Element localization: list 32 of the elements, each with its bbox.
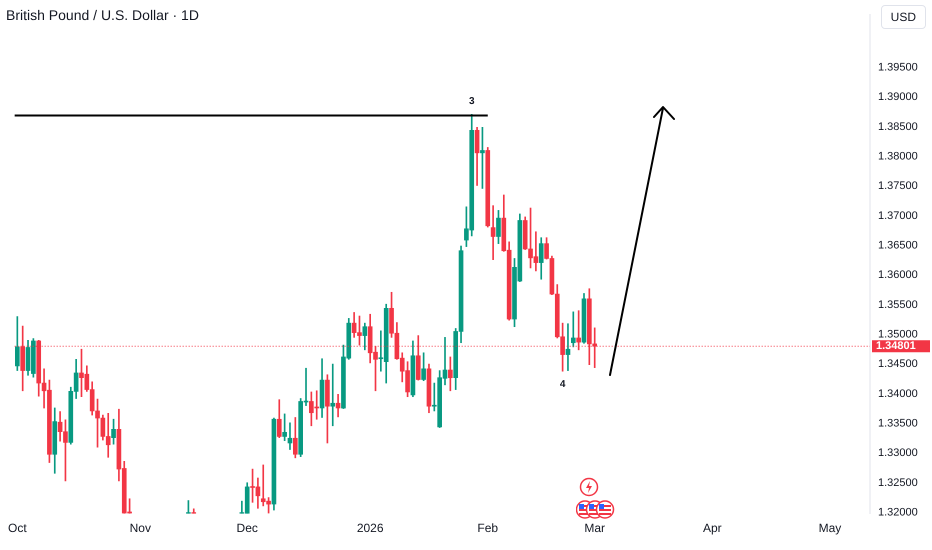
y-tick-label: 1.33000 [878, 447, 918, 460]
x-tick-label: Dec [236, 521, 258, 536]
y-tick-label: 1.34500 [878, 358, 918, 370]
chart-title: British Pound / U.S. Dollar · 1D [6, 7, 199, 23]
y-tick-label: 1.35000 [878, 328, 918, 340]
y-tick-label: 1.38500 [878, 120, 918, 133]
y-tick-label: 1.36000 [878, 269, 918, 282]
y-tick-label: 1.33500 [878, 417, 918, 430]
candlestick [566, 323, 570, 371]
x-tick-label: Oct [8, 521, 28, 536]
y-tick-label: 1.35500 [878, 298, 918, 311]
text: USD [880, 5, 926, 29]
y-tick-label: 1.39000 [878, 91, 918, 104]
x-tick-label: Feb [477, 521, 498, 536]
ref-line-label: 1.34801 [876, 340, 916, 352]
y-tick-label: 1.34000 [878, 388, 918, 400]
x-tick-label: Mar [584, 521, 606, 536]
y-tick-label: 1.39500 [878, 61, 918, 74]
y-tick-label: 1.32000 [878, 506, 918, 518]
x-tick-label: May [818, 521, 842, 536]
y-tick-label: 1.37500 [878, 180, 918, 192]
annotation: 3 [468, 96, 475, 108]
candlestick [288, 422, 292, 450]
y-tick-label: 1.32500 [878, 476, 918, 489]
y-tick-label: 1.36500 [878, 239, 918, 252]
x-tick-label: 2026 [356, 521, 384, 536]
candlestick [480, 127, 485, 189]
x-tick-label: Apr [702, 521, 722, 536]
x-tick-label: Nov [130, 521, 151, 536]
annotation: 4 [560, 378, 566, 390]
y-tick-label: 1.38000 [878, 150, 918, 162]
y-tick-label: 1.37000 [878, 210, 918, 222]
